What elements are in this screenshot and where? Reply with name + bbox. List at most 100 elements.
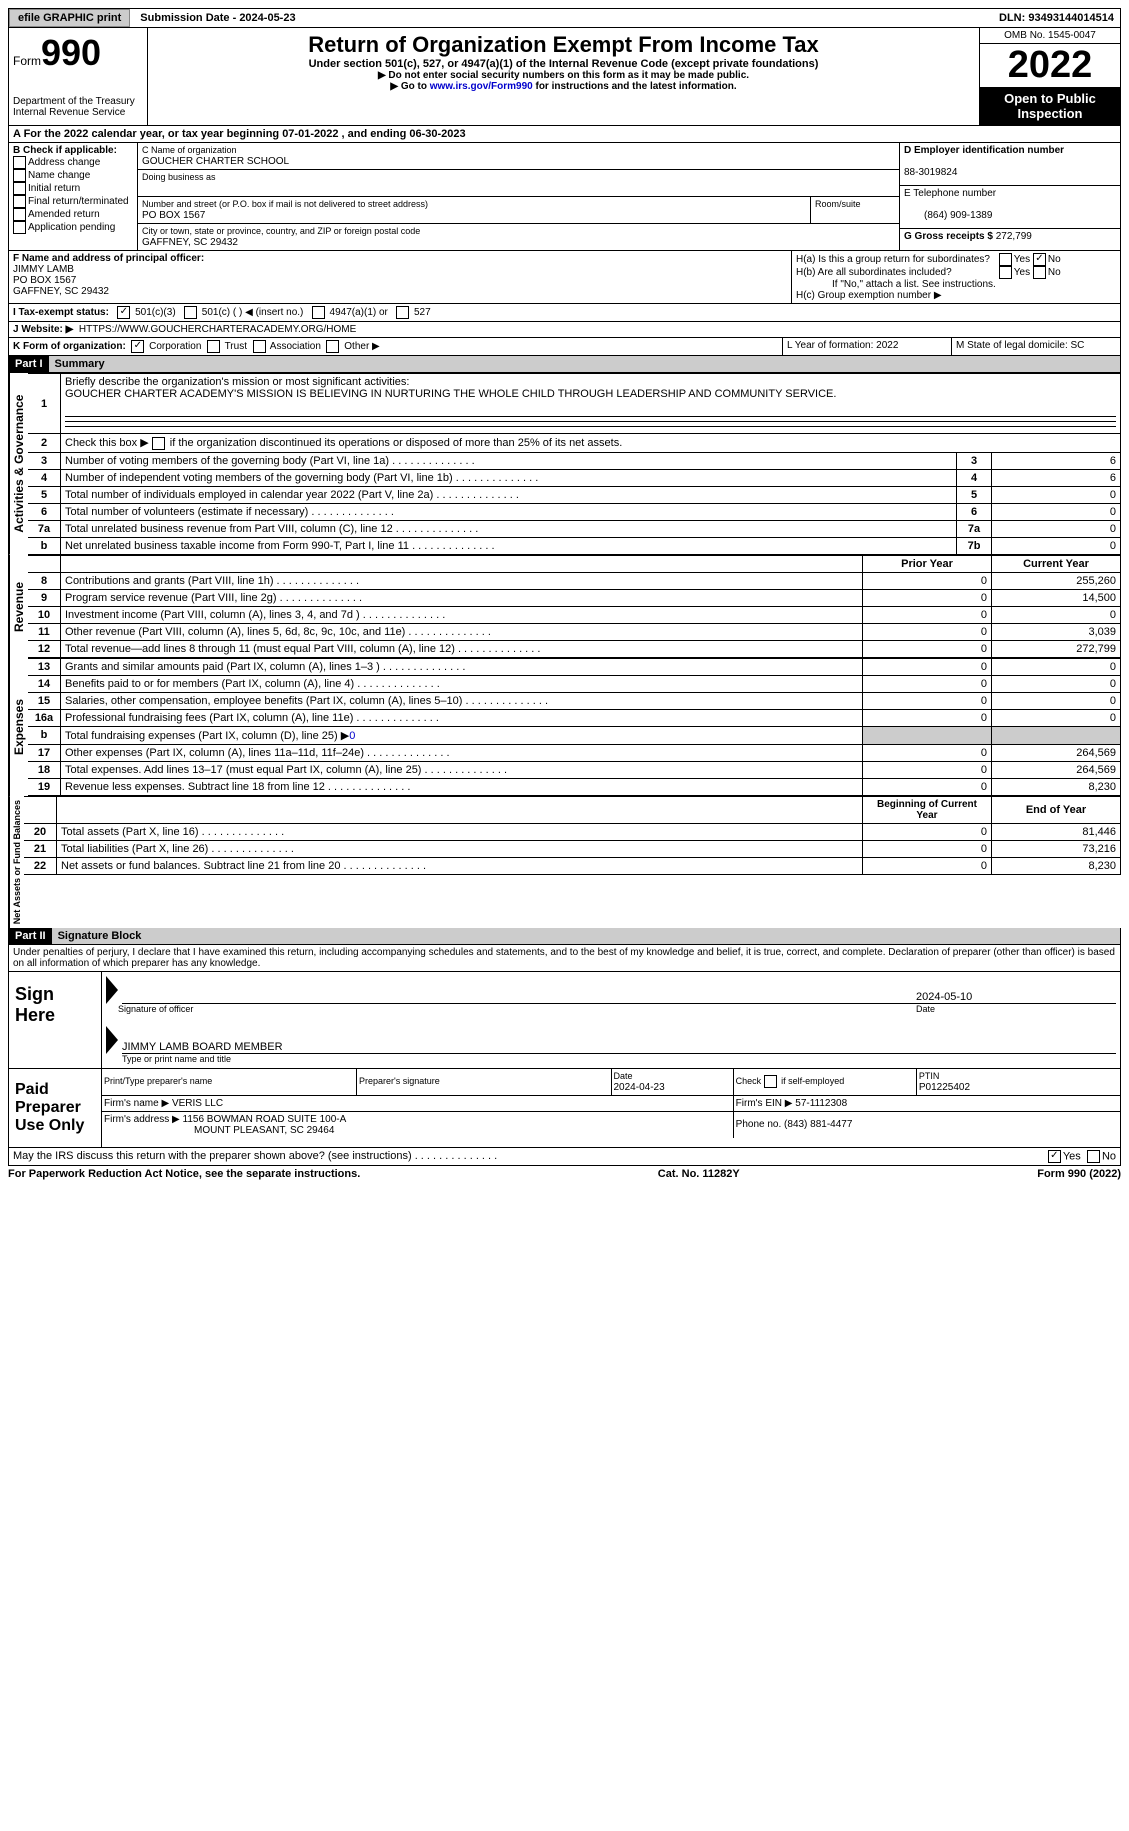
may-irs-yes[interactable] xyxy=(1048,1150,1061,1163)
officer-addr1: PO BOX 1567 xyxy=(13,275,76,286)
check-final-return[interactable] xyxy=(13,195,26,208)
row-16a: 16aProfessional fundraising fees (Part I… xyxy=(28,709,1121,726)
l2-text: Check this box ▶ if the organization dis… xyxy=(65,437,622,449)
hc-label: H(c) Group exemption number ▶ xyxy=(796,290,1116,301)
part2-header: Part II xyxy=(9,928,52,944)
ptin-label: PTIN xyxy=(919,1071,940,1081)
row-21: 21Total liabilities (Part X, line 26)073… xyxy=(24,840,1121,857)
firm-addr-label: Firm's address ▶ xyxy=(104,1114,180,1125)
efile-print-button[interactable]: efile GRAPHIC print xyxy=(9,9,130,27)
sig-date: 2024-05-10 xyxy=(916,991,1116,1004)
may-irs-discuss: May the IRS discuss this return with the… xyxy=(8,1148,1121,1166)
footer-left: For Paperwork Reduction Act Notice, see … xyxy=(8,1168,360,1180)
topbar: efile GRAPHIC print Submission Date - 20… xyxy=(8,8,1121,28)
officer-printed-name: JIMMY LAMB BOARD MEMBER xyxy=(122,1041,1116,1054)
date-label: Date xyxy=(916,1004,1116,1014)
check-other[interactable] xyxy=(326,340,339,353)
prep-phone: (843) 881-4477 xyxy=(784,1119,852,1130)
hb-note: If "No," attach a list. See instructions… xyxy=(796,279,1116,290)
prep-name-label: Print/Type preparer's name xyxy=(104,1076,212,1086)
fundraising-link[interactable]: 0 xyxy=(349,730,355,742)
addr-label: Number and street (or P.O. box if mail i… xyxy=(142,199,428,209)
row-15: 15Salaries, other compensation, employee… xyxy=(28,692,1121,709)
org-address: PO BOX 1567 xyxy=(142,210,205,221)
penalties-text: Under penalties of perjury, I declare th… xyxy=(8,945,1121,972)
may-irs-no[interactable] xyxy=(1087,1150,1100,1163)
l1-text: GOUCHER CHARTER ACADEMY'S MISSION IS BEL… xyxy=(65,388,836,400)
row-7b: bNet unrelated business taxable income f… xyxy=(28,537,1121,554)
k-label: K Form of organization: xyxy=(13,341,126,352)
check-address-change[interactable] xyxy=(13,156,26,169)
summary-revenue: Prior YearCurrent Year 8Contributions an… xyxy=(28,555,1121,658)
check-trust[interactable] xyxy=(207,340,220,353)
prep-date-label: Date xyxy=(614,1071,633,1081)
sig-officer-label: Signature of officer xyxy=(118,1004,916,1014)
hb-yes[interactable] xyxy=(999,266,1012,279)
check-self-employed[interactable] xyxy=(764,1075,777,1088)
row-12: 12Total revenue—add lines 8 through 11 (… xyxy=(28,640,1121,657)
row-16b: bTotal fundraising expenses (Part IX, co… xyxy=(28,726,1121,744)
m-state: M State of legal domicile: SC xyxy=(952,338,1120,355)
g-label: G Gross receipts $ xyxy=(904,231,993,242)
check-527[interactable] xyxy=(396,306,409,319)
form-number: Form990 xyxy=(13,32,143,74)
open-to-public: Open to Public Inspection xyxy=(980,87,1120,125)
instr-ssn: ▶ Do not enter social security numbers o… xyxy=(152,70,975,81)
row-7a: 7aTotal unrelated business revenue from … xyxy=(28,520,1121,537)
d-label: D Employer identification number xyxy=(904,145,1064,156)
line-a: A For the 2022 calendar year, or tax yea… xyxy=(8,126,1121,143)
instr-goto: ▶ Go to www.irs.gov/Form990 for instruct… xyxy=(152,81,975,92)
summary-expenses: 13Grants and similar amounts paid (Part … xyxy=(28,658,1121,796)
check-amended[interactable] xyxy=(13,208,26,221)
irs-label: Internal Revenue Service xyxy=(13,107,143,118)
dba-label: Doing business as xyxy=(142,172,216,182)
prep-sig-label: Preparer's signature xyxy=(359,1076,440,1086)
check-discontinued[interactable] xyxy=(152,437,165,450)
c-name-label: C Name of organization xyxy=(142,145,237,155)
firm-name: VERIS LLC xyxy=(172,1098,223,1109)
submission-date: Submission Date - 2024-05-23 xyxy=(134,10,301,26)
check-app-pending[interactable] xyxy=(13,221,26,234)
gross-receipts: 272,799 xyxy=(996,231,1032,242)
firm-addr2: MOUNT PLEASANT, SC 29464 xyxy=(104,1125,334,1136)
row-18: 18Total expenses. Add lines 13–17 (must … xyxy=(28,761,1121,778)
ein: 88-3019824 xyxy=(904,167,957,178)
irs-link[interactable]: www.irs.gov/Form990 xyxy=(430,81,533,92)
j-label: J Website: ▶ xyxy=(13,324,73,335)
dln: DLN: 93493144014514 xyxy=(993,10,1120,26)
ha-no[interactable] xyxy=(1033,253,1046,266)
sign-here-block: Sign Here 2024-05-10 Signature of office… xyxy=(8,972,1121,1069)
section-i: I Tax-exempt status: 501(c)(3) 501(c) ( … xyxy=(8,304,1121,322)
firm-addr1: 1156 BOWMAN ROAD SUITE 100-A xyxy=(183,1114,347,1125)
vlabel-activities: Activities & Governance xyxy=(9,373,28,555)
check-assoc[interactable] xyxy=(253,340,266,353)
dept-treasury: Department of the Treasury xyxy=(13,96,143,107)
check-501c3[interactable] xyxy=(117,306,130,319)
hb-no[interactable] xyxy=(1033,266,1046,279)
row-8: 8Contributions and grants (Part VIII, li… xyxy=(28,572,1121,589)
check-name-change[interactable] xyxy=(13,169,26,182)
part2-title: Signature Block xyxy=(52,928,1120,944)
ha-yes[interactable] xyxy=(999,253,1012,266)
section-f-h: F Name and address of principal officer:… xyxy=(8,251,1121,304)
check-501c[interactable] xyxy=(184,306,197,319)
firm-ein: 57-1112308 xyxy=(795,1098,847,1109)
prep-date: 2024-04-23 xyxy=(614,1082,665,1093)
summary-activities: 1 Briefly describe the organization's mi… xyxy=(28,373,1121,555)
sign-here-label: Sign Here xyxy=(9,972,102,1068)
officer-name: JIMMY LAMB xyxy=(13,264,74,275)
check-self-employed-label: Check if self-employed xyxy=(736,1076,845,1086)
form-header: Form990 Department of the Treasury Inter… xyxy=(8,28,1121,126)
room-label: Room/suite xyxy=(815,199,861,209)
vlabel-expenses: Expenses xyxy=(9,658,28,796)
check-corp[interactable] xyxy=(131,340,144,353)
row-14: 14Benefits paid to or for members (Part … xyxy=(28,675,1121,692)
paid-preparer-block: Paid Preparer Use Only Print/Type prepar… xyxy=(8,1069,1121,1148)
l-year: L Year of formation: 2022 xyxy=(783,338,952,355)
summary-netassets: Beginning of Current YearEnd of Year 20T… xyxy=(24,796,1121,875)
check-4947[interactable] xyxy=(312,306,325,319)
check-initial-return[interactable] xyxy=(13,182,26,195)
firm-ein-label: Firm's EIN ▶ xyxy=(736,1098,793,1109)
officer-addr2: GAFFNEY, SC 29432 xyxy=(13,286,109,297)
l1-label: Briefly describe the organization's miss… xyxy=(65,376,409,388)
